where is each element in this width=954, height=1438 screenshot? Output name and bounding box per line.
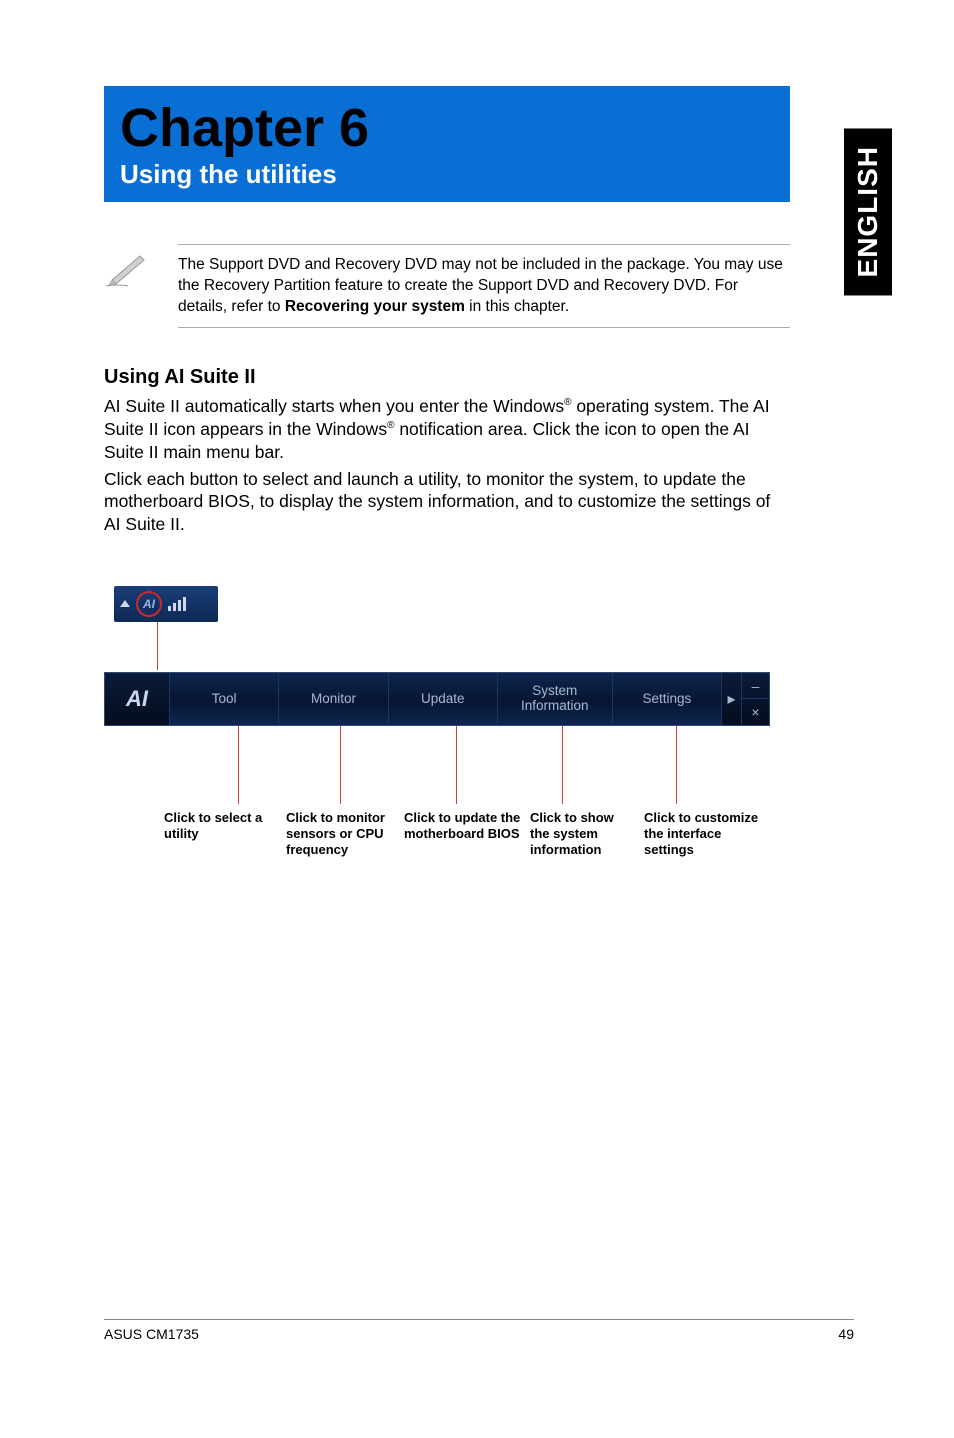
chapter-subtitle: Using the utilities — [120, 159, 774, 190]
pencil-note-icon — [104, 244, 154, 293]
note-block: The Support DVD and Recovery DVD may not… — [104, 244, 790, 329]
paragraph-2: Click each button to select and launch a… — [104, 468, 790, 536]
paragraph-1: AI Suite II automatically starts when yo… — [104, 395, 790, 463]
note-text-bold: Recovering your system — [285, 298, 465, 315]
footer-model: ASUS CM1735 — [104, 1326, 199, 1342]
monitor-button[interactable]: Monitor — [278, 673, 387, 725]
close-button[interactable]: × — [742, 699, 769, 725]
menubar-more-arrow-icon[interactable]: ▸ — [721, 673, 741, 725]
leader-line — [340, 726, 341, 804]
svg-text:AI: AI — [125, 686, 149, 711]
signal-bars-icon — [168, 597, 186, 611]
ai-suite-logo-icon: AI — [105, 673, 169, 725]
leader-line — [238, 726, 239, 804]
systray-snippet: AI — [114, 586, 218, 622]
ai-suite-tray-icon[interactable]: AI — [136, 591, 162, 617]
tool-button[interactable]: Tool — [169, 673, 278, 725]
ai-suite-menubar: AI Tool Monitor Update System Informatio… — [104, 672, 770, 726]
settings-button[interactable]: Settings — [612, 673, 721, 725]
chapter-title: Chapter 6 — [120, 100, 774, 157]
minimize-button[interactable]: – — [742, 673, 769, 700]
callout-monitor: Click to monitor sensors or CPU frequenc… — [286, 810, 396, 859]
sysinfo-label: System Information — [521, 684, 589, 714]
callout-settings: Click to customize the interface setting… — [644, 810, 764, 859]
callout-sysinfo: Click to show the system information — [530, 810, 630, 859]
chapter-banner: Chapter 6 Using the utilities — [104, 86, 790, 202]
leader-line — [157, 622, 158, 670]
window-controls: – × — [741, 673, 769, 725]
system-information-button[interactable]: System Information — [497, 673, 612, 725]
leader-line — [456, 726, 457, 804]
svg-text:AI: AI — [142, 597, 156, 611]
note-text-post: in this chapter. — [465, 298, 569, 315]
leader-line — [676, 726, 677, 804]
p1-a: AI Suite II automatically starts when yo… — [104, 396, 564, 416]
language-tab: ENGLISH — [844, 128, 892, 295]
update-button[interactable]: Update — [388, 673, 497, 725]
callout-tool: Click to select a utility — [164, 810, 274, 843]
page-footer: ASUS CM1735 49 — [104, 1319, 854, 1342]
note-text: The Support DVD and Recovery DVD may not… — [178, 244, 790, 329]
callout-update: Click to update the motherboard BIOS — [404, 810, 524, 843]
leader-line — [562, 726, 563, 804]
footer-page-number: 49 — [838, 1326, 854, 1342]
section-heading: Using AI Suite II — [104, 366, 854, 389]
figure-ai-suite: AI AI Tool Monitor Update System Informa… — [104, 586, 790, 896]
tray-expand-icon — [120, 600, 130, 607]
